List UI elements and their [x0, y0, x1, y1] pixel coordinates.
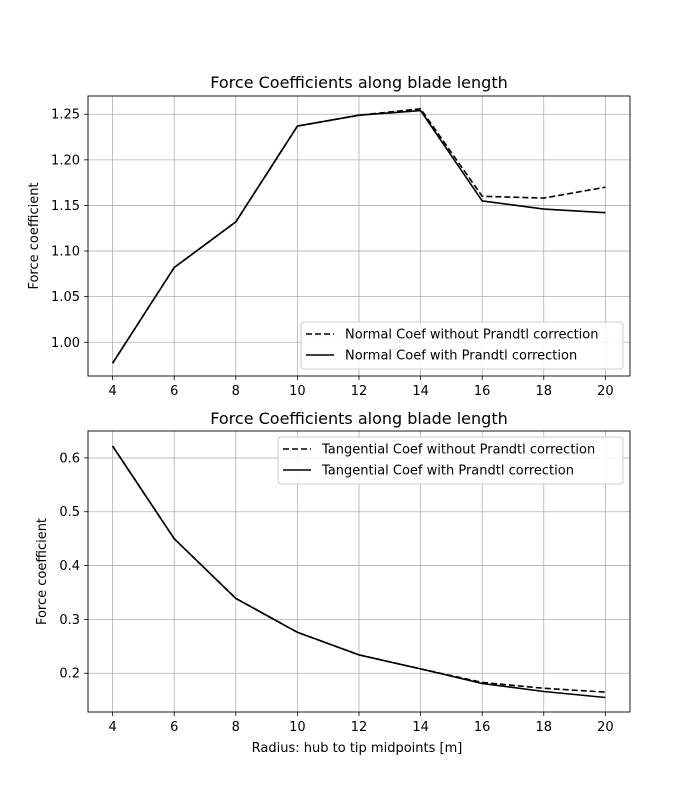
- axes-frame: [87, 95, 631, 377]
- x-tick-label: 10: [289, 384, 306, 399]
- x-tick-label: 4: [108, 384, 116, 399]
- y-tick-label: 0.5: [59, 505, 80, 520]
- y-tick-label: 1.20: [51, 153, 80, 168]
- subplot-1: 4 6 8 10 12 14 16 18 20 1.00 1.05 1.10 1.15 1.20 1.25 F…: [27, 73, 631, 399]
- y-axis-label: Force coefficient: [35, 518, 50, 625]
- x-tick-label: 12: [351, 384, 368, 399]
- legend-label: Normal Coef with Prandtl correction: [345, 349, 577, 364]
- chart-title: Force Coefficients along blade length: [210, 409, 507, 428]
- y-tick-label: 1.00: [51, 336, 80, 351]
- y-tick-label: 0.3: [59, 613, 80, 628]
- x-tick-label: 6: [170, 720, 178, 735]
- x-tick-label: 8: [232, 720, 240, 735]
- series-line-2: [111, 445, 606, 699]
- x-tick-label: 20: [597, 384, 614, 399]
- y-tick-label: 1.15: [51, 199, 80, 214]
- x-tick-label: 18: [535, 384, 552, 399]
- x-tick-label: 14: [412, 720, 429, 735]
- legend-label: Tangential Coef without Prandtl correcti…: [321, 443, 595, 458]
- x-tick-label: 4: [108, 720, 116, 735]
- x-tick-label: 20: [597, 720, 614, 735]
- chart-title: Force Coefficients along blade length: [210, 73, 507, 92]
- series-line-2: [111, 109, 606, 364]
- legend-box: [300, 321, 624, 370]
- x-tick-label: 14: [412, 384, 429, 399]
- legend: Tangential Coef without Prandtl correcti…: [277, 436, 624, 485]
- legend-box: [277, 436, 624, 485]
- y-tick-label: 0.6: [59, 451, 80, 466]
- legend: Normal Coef without Prandtl correction No…: [300, 321, 624, 370]
- y-tick-label: 1.10: [51, 245, 80, 260]
- x-tick-label: 12: [351, 720, 368, 735]
- x-tick-label: 8: [232, 384, 240, 399]
- plots: 4 6 8 10 12 14 16 18 20 1.00 1.05 1.10 1.15 1.20 1.25 F…: [27, 73, 631, 756]
- x-tick-label: 10: [289, 720, 306, 735]
- legend-label: Normal Coef without Prandtl correction: [345, 328, 599, 343]
- axes-frame: [87, 430, 631, 713]
- x-axis-label: Radius: hub to tip midpoints [m]: [252, 741, 463, 756]
- x-tick-label: 18: [535, 720, 552, 735]
- x-tick-label: 6: [170, 384, 178, 399]
- legend-label: Tangential Coef with Prandtl correction: [321, 464, 574, 479]
- x-tick-label: 16: [474, 720, 491, 735]
- y-tick-label: 0.4: [59, 559, 80, 574]
- y-axis-label: Force coefficient: [27, 182, 42, 289]
- y-tick-label: 1.25: [51, 108, 80, 123]
- y-tick-label: 1.05: [51, 290, 80, 305]
- x-tick-label: 16: [474, 384, 491, 399]
- y-tick-label: 0.2: [59, 667, 80, 682]
- subplot-2: 4 6 8 10 12 14 16 18 20 0.2 0.3 0.4 0.5 0.6 Force Coef…: [35, 409, 631, 756]
